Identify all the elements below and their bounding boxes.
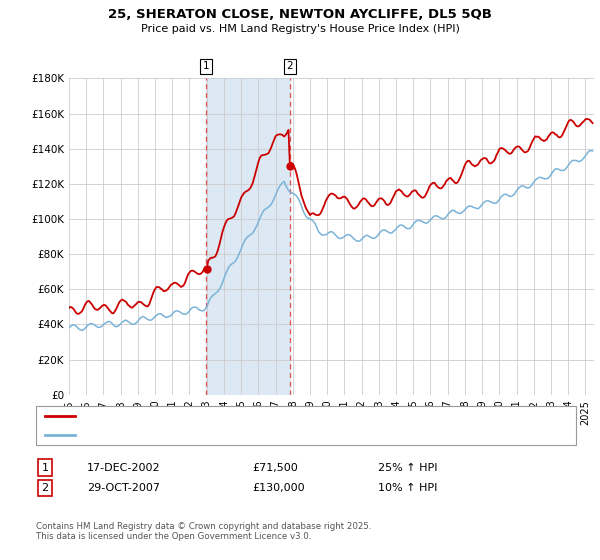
Text: £71,500: £71,500 <box>252 463 298 473</box>
Text: 1: 1 <box>203 62 209 71</box>
Text: 25% ↑ HPI: 25% ↑ HPI <box>378 463 437 473</box>
Text: HPI: Average price, semi-detached house, County Durham: HPI: Average price, semi-detached house,… <box>81 430 366 440</box>
Text: Contains HM Land Registry data © Crown copyright and database right 2025.
This d: Contains HM Land Registry data © Crown c… <box>36 522 371 542</box>
Text: £130,000: £130,000 <box>252 483 305 493</box>
Text: 2: 2 <box>41 483 49 493</box>
Text: 25, SHERATON CLOSE, NEWTON AYCLIFFE, DL5 5QB: 25, SHERATON CLOSE, NEWTON AYCLIFFE, DL5… <box>108 8 492 21</box>
Text: Price paid vs. HM Land Registry's House Price Index (HPI): Price paid vs. HM Land Registry's House … <box>140 24 460 34</box>
Text: 29-OCT-2007: 29-OCT-2007 <box>87 483 160 493</box>
Text: 2: 2 <box>287 62 293 71</box>
Text: 17-DEC-2002: 17-DEC-2002 <box>87 463 161 473</box>
Bar <box>206 78 290 395</box>
Text: 25, SHERATON CLOSE, NEWTON AYCLIFFE, DL5 5QB (semi-detached house): 25, SHERATON CLOSE, NEWTON AYCLIFFE, DL5… <box>81 411 450 421</box>
Text: 10% ↑ HPI: 10% ↑ HPI <box>378 483 437 493</box>
Text: 1: 1 <box>41 463 49 473</box>
